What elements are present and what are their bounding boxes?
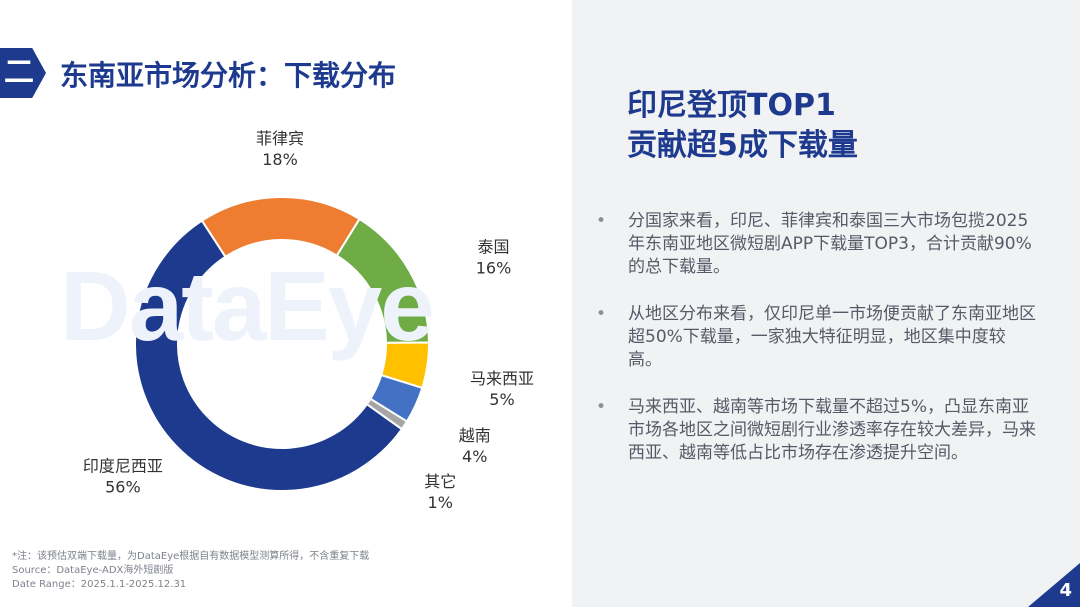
- headline: 印尼登顶TOP1 贡献超5成下载量: [627, 86, 858, 166]
- page-title: 东南亚市场分析：下载分布: [60, 59, 397, 92]
- insight-item: • 从地区分布来看，仅印尼单一市场便贡献了东南亚地区超50%下载量，一家独大特征…: [596, 303, 1036, 372]
- slice-label: 马来西亚: [470, 369, 534, 388]
- slice-label: 泰国: [478, 238, 510, 257]
- insight-text: 从地区分布来看，仅印尼单一市场便贡献了东南亚地区超50%下载量，一家独大特征明显…: [628, 304, 1036, 370]
- insight-list: • 分国家来看，印尼、菲律宾和泰国三大市场包揽2025年东南亚地区微短剧APP下…: [596, 210, 1036, 489]
- slice-value-label: 56%: [105, 478, 141, 497]
- slice-value-label: 18%: [262, 150, 298, 169]
- bullet-marker: •: [596, 211, 607, 231]
- footnote-date-range: Date Range：2025.1.1-2025.12.31: [12, 579, 187, 590]
- insight-text: 分国家来看，印尼、菲律宾和泰国三大市场包揽2025年东南亚地区微短剧APP下载量…: [628, 211, 1032, 277]
- slice-value-label: 4%: [462, 447, 487, 466]
- page-number: 4: [1059, 580, 1072, 601]
- headline-line-2: 贡献超5成下载量: [627, 128, 858, 163]
- insight-item: • 马来西亚、越南等市场下载量不超过5%，凸显东南亚市场各地区之间微短剧行业渗透…: [596, 396, 1036, 465]
- slice-label: 越南: [459, 426, 491, 445]
- slice-label: 菲律宾: [256, 129, 304, 148]
- slice-value-label: 1%: [428, 493, 453, 512]
- slice-value-label: 5%: [489, 390, 514, 409]
- bullet-marker: •: [596, 304, 607, 324]
- slice-value-label: 16%: [476, 259, 512, 278]
- bullet-marker: •: [596, 397, 607, 417]
- headline-line-1: 印尼登顶TOP1: [627, 88, 836, 123]
- section-number: 二: [4, 55, 34, 90]
- insight-text: 马来西亚、越南等市场下载量不超过5%，凸显东南亚市场各地区之间微短剧行业渗透率存…: [628, 397, 1036, 463]
- footnote: *注：该预估双端下载量，为DataEye根据自有数据模型测算所得，不含重复下载 …: [12, 550, 369, 592]
- slice-label: 其它: [424, 472, 456, 491]
- donut-chart-area: DataEye 菲律宾 18% 泰国 16% 马来西亚 5% 越南 4% 其它 1% 印度尼西亚 56…: [0, 0, 572, 540]
- footnote-note: *注：该预估双端下载量，为DataEye根据自有数据模型测算所得，不含重复下载: [12, 551, 370, 562]
- insight-item: • 分国家来看，印尼、菲律宾和泰国三大市场包揽2025年东南亚地区微短剧APP下…: [596, 210, 1036, 279]
- donut-slice: [200, 196, 361, 259]
- watermark-logo: DataEye: [60, 251, 435, 361]
- donut-slice: [134, 219, 404, 492]
- slice-label: 印度尼西亚: [83, 457, 163, 476]
- footnote-source: Source：DataEye-ADX海外短剧版: [12, 565, 174, 576]
- donut-chart: 菲律宾 18% 泰国 16% 马来西亚 5% 越南 4% 其它 1% 印度尼西亚 56%: [83, 129, 534, 512]
- right-panel-background: [572, 0, 1080, 607]
